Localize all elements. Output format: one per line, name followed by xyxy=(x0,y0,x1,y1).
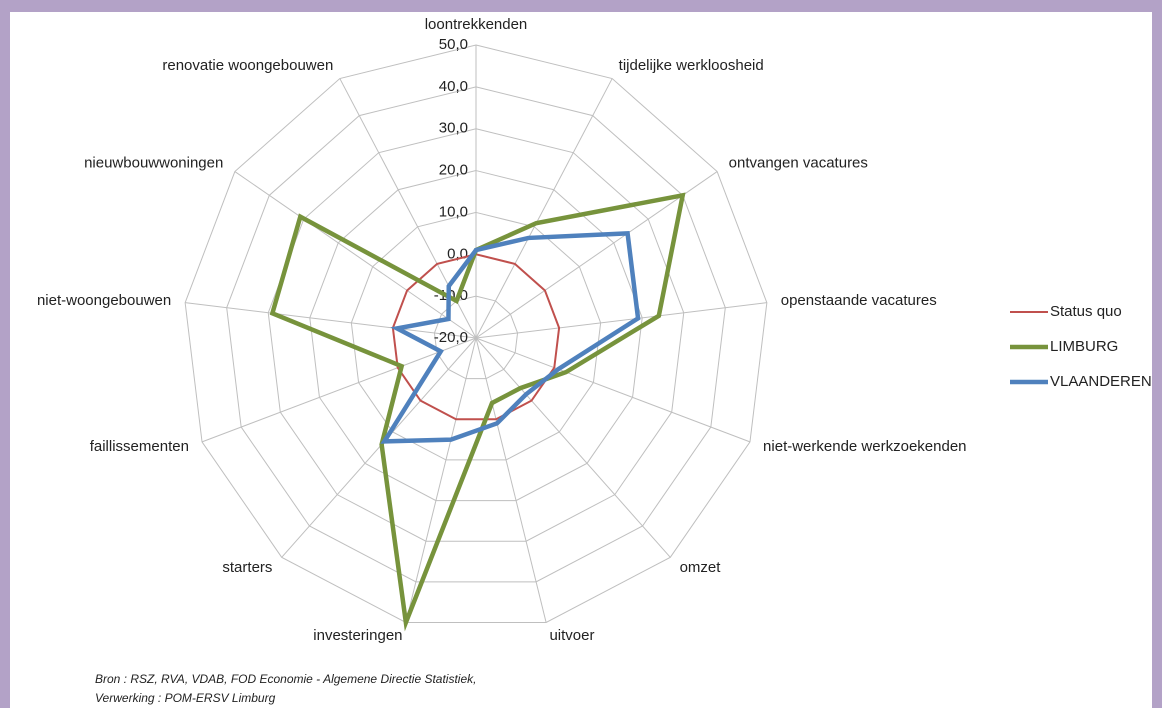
spoke xyxy=(281,337,477,558)
series-line xyxy=(380,231,641,444)
spoke xyxy=(339,78,477,339)
r-tick-label: -20,0 xyxy=(434,329,468,346)
grid-ring xyxy=(267,128,685,542)
r-tick-label: 20,0 xyxy=(439,162,468,179)
category-label: investeringen xyxy=(313,627,402,644)
legend-label: VLAANDEREN xyxy=(1050,373,1152,390)
r-tick-label: 50,0 xyxy=(439,36,468,53)
legend-label: LIMBURG xyxy=(1050,338,1118,355)
source-note: Bron : RSZ, RVA, VDAB, FOD Economie - Al… xyxy=(95,672,476,686)
category-label: loontrekkenden xyxy=(425,16,528,33)
spoke xyxy=(475,78,613,339)
category-label: niet-woongebouwen xyxy=(37,292,171,309)
grid-ring xyxy=(309,170,643,502)
category-label: renovatie woongebouwen xyxy=(162,57,333,74)
series-line xyxy=(391,253,561,421)
r-tick-label: 30,0 xyxy=(439,120,468,137)
r-tick-label: 10,0 xyxy=(439,203,468,220)
category-label: faillissementen xyxy=(90,438,189,455)
category-label: nieuwbouwwoningen xyxy=(84,155,223,172)
category-label: niet-werkende werkzoekenden xyxy=(763,438,966,455)
series-line xyxy=(269,192,686,632)
r-tick-label: 40,0 xyxy=(439,78,468,95)
category-label: uitvoer xyxy=(549,627,594,644)
spoke xyxy=(475,337,671,558)
spoke xyxy=(234,171,477,339)
grid-ring xyxy=(184,44,768,623)
source-note: Verwerking : POM-ERSV Limburg xyxy=(95,691,276,705)
legend-label: Status quo xyxy=(1050,303,1122,320)
spoke xyxy=(405,337,477,623)
spoke xyxy=(201,337,477,443)
spoke xyxy=(185,302,477,339)
grid-ring xyxy=(226,86,726,583)
spoke xyxy=(475,302,767,339)
category-label: ontvangen vacatures xyxy=(729,155,868,172)
grid-ring xyxy=(350,211,602,461)
category-label: starters xyxy=(222,559,272,576)
spoke xyxy=(475,337,751,443)
spoke xyxy=(475,171,718,339)
category-label: openstaande vacatures xyxy=(781,292,937,309)
grid-ring xyxy=(433,295,519,380)
category-label: omzet xyxy=(680,559,722,576)
plot-background xyxy=(10,12,1152,708)
spoke xyxy=(475,337,547,623)
category-label: tijdelijke werkloosheid xyxy=(619,57,764,74)
